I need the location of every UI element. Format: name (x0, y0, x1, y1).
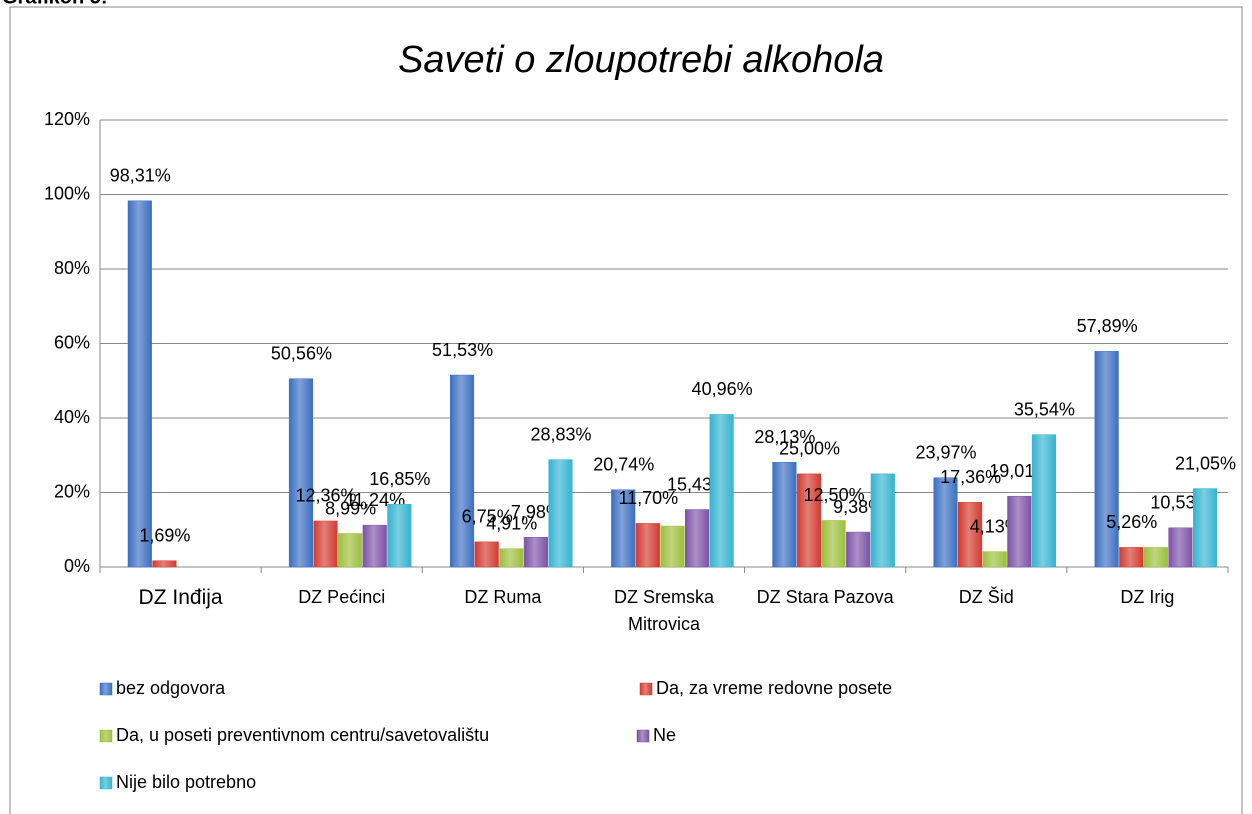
legend-swatch (99, 776, 113, 790)
data-label: 50,56% (271, 343, 332, 363)
data-label: 51,53% (432, 340, 493, 360)
x-tick-label: DZ Pećinci (298, 587, 386, 607)
bar (796, 473, 822, 568)
legend-label: bez odgovora (116, 678, 226, 698)
bar (933, 477, 958, 568)
data-label: 23,97% (915, 442, 976, 462)
x-tick-label: DZ Irig (1120, 587, 1175, 607)
data-label: 40,96% (692, 379, 753, 399)
bar (846, 531, 871, 568)
data-label: 4,91% (486, 513, 537, 533)
bar (1143, 547, 1168, 568)
data-label: 21,05% (1175, 453, 1236, 473)
data-label: 28,83% (530, 424, 591, 444)
bar (1119, 547, 1144, 568)
y-tick-label: 120% (44, 109, 90, 129)
data-label: 20,74% (593, 454, 654, 474)
bar (611, 489, 636, 568)
y-tick-label: 100% (44, 183, 90, 203)
data-label: 6,75% (462, 507, 513, 527)
bar (338, 533, 363, 568)
data-label: 1,69% (139, 525, 190, 545)
data-label: 17,36% (940, 467, 1001, 487)
y-tick-label: 40% (54, 407, 90, 427)
bar (313, 520, 338, 568)
data-label: 98,31% (110, 166, 171, 186)
bar (1168, 527, 1193, 568)
legend-swatch (99, 729, 113, 743)
bar (958, 502, 983, 568)
bar (772, 461, 797, 568)
legend-swatch (99, 682, 113, 696)
chart-border (9, 6, 1243, 814)
y-tick-label: 20% (54, 481, 90, 501)
bar (1193, 488, 1218, 568)
bar (450, 374, 475, 568)
heading: Grafikon 5: (2, 0, 108, 8)
legend-label: Nije bilo potrebno (116, 772, 256, 792)
x-tick-label: DZ Stara Pazova (756, 587, 894, 607)
bar (709, 414, 734, 568)
bar (288, 378, 313, 568)
bar (127, 200, 152, 568)
bar (635, 523, 660, 568)
bar (152, 560, 177, 568)
bar (523, 537, 548, 568)
x-tick-label: DZ Ruma (464, 587, 542, 607)
bar (1094, 351, 1119, 568)
legend-label: Da, u poseti preventivnom centru/savetov… (116, 725, 489, 745)
data-label: 57,89% (1077, 316, 1138, 336)
bar (821, 520, 846, 568)
bar (362, 524, 387, 568)
bar (1031, 434, 1056, 568)
data-label: 8,99% (325, 498, 376, 518)
x-tick-label: DZ Šid (958, 587, 1014, 607)
data-label: 12,36% (296, 486, 357, 506)
data-label: 5,26% (1106, 512, 1157, 532)
bar (548, 459, 573, 568)
bar (982, 551, 1007, 568)
y-tick-label: 60% (54, 332, 90, 352)
y-tick-label: 80% (54, 258, 90, 278)
data-label: 11,70% (618, 488, 678, 508)
bar (684, 509, 710, 568)
x-tick-label: DZ Sremska Mitrovica (613, 587, 714, 634)
legend-label: Da, za vreme redovne posete (656, 678, 892, 698)
y-tick-label: 0% (64, 556, 90, 576)
data-label: 28,13% (754, 427, 815, 447)
legend-swatch (636, 729, 650, 743)
bar (499, 548, 524, 568)
bar (474, 541, 499, 568)
data-label: 35,54% (1014, 399, 1075, 419)
bar (660, 525, 685, 568)
bar (870, 473, 895, 568)
data-label: 25,00% (779, 439, 840, 459)
bar (1007, 495, 1032, 568)
data-label: 12,50% (804, 485, 865, 505)
x-tick-label: DZ Inđija (138, 586, 223, 609)
bar (387, 503, 412, 568)
chart-title: Saveti o zloupotrebi alkohola (398, 39, 884, 81)
data-label: 16,85% (369, 469, 430, 489)
legend-label: Ne (653, 725, 676, 745)
legend-swatch (639, 682, 653, 696)
